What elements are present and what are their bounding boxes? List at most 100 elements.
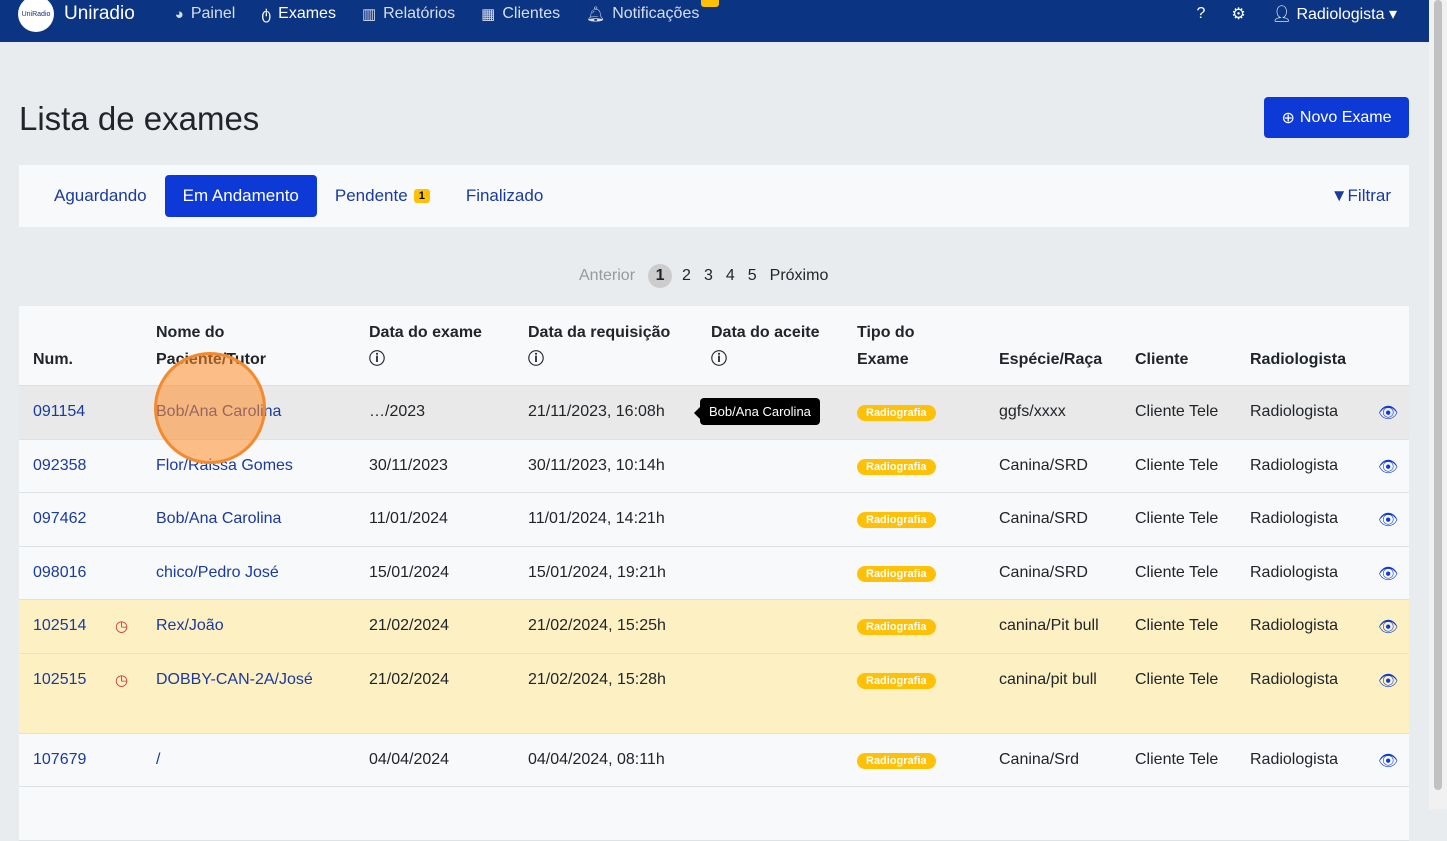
exam-type-badge: Radiografia <box>857 619 936 635</box>
patient-link[interactable]: DOBBY-CAN-2A/José <box>156 670 313 688</box>
page-5[interactable]: 5 <box>747 267 757 284</box>
status-tabs: Aguardando Em Andamento Pendente 1 Finali… <box>19 165 1409 227</box>
exam-number-link[interactable]: 092358 <box>33 456 87 474</box>
info-icon[interactable]: ⓘ <box>369 351 386 368</box>
col-num: Num. <box>33 351 73 368</box>
user-icon: 👤︎ <box>1271 6 1297 23</box>
exam-date: …/2023 <box>369 403 426 420</box>
scrollbar-thumb[interactable] <box>1434 0 1442 790</box>
client: Cliente Tele <box>1135 510 1219 527</box>
eye-icon[interactable]: 👁︎ <box>1378 512 1399 529</box>
new-exam-button[interactable]: ⊕ Novo Exame <box>1264 97 1409 138</box>
client: Cliente Tele <box>1135 456 1219 474</box>
user-menu[interactable]: 👤︎ Radiologista ▾ <box>1271 6 1397 23</box>
filter-button[interactable]: ▼Filtrar <box>1331 186 1391 206</box>
filter-icon: ▼ <box>1330 186 1348 205</box>
radiologist: Radiologista <box>1250 456 1339 474</box>
eye-icon[interactable]: 👁︎ <box>1378 619 1399 636</box>
eye-icon[interactable]: 👁︎ <box>1378 752 1399 770</box>
exam-type-badge: Radiografia <box>857 672 936 689</box>
exam-number-link[interactable]: 102514 <box>33 617 87 634</box>
tab-label: Pendente <box>334 186 408 205</box>
notification-badge <box>701 0 720 7</box>
page-3[interactable]: 3 <box>703 267 713 284</box>
tooltip: Bob/Ana Carolina <box>694 398 820 425</box>
nav-painel[interactable]: ◕ Painel <box>175 5 236 23</box>
bell-icon: 🔔︎ <box>586 6 606 23</box>
exams-table: Num. Nome do Paciente/Tutor Data do exam… <box>19 306 1409 841</box>
exam-number-link[interactable]: 091154 <box>33 403 86 420</box>
radiologist: Radiologista <box>1250 670 1339 688</box>
nav-notificacoes[interactable]: 🔔︎ Notificações <box>586 0 720 23</box>
client: Cliente Tele <box>1135 563 1219 581</box>
exam-date: 15/01/2024 <box>369 563 450 581</box>
exam-type-badge: Radiografia <box>857 512 936 528</box>
next-page[interactable]: Próximo <box>769 267 829 284</box>
request-date: 21/11/2023, 16:08h <box>528 403 665 420</box>
tab-aguardando[interactable]: Aguardando <box>54 186 147 205</box>
filter-label: Filtrar <box>1347 186 1391 205</box>
col-type: Tipo do Exame <box>857 324 915 368</box>
exam-number-link[interactable]: 107679 <box>33 750 87 768</box>
help-icon[interactable]: ? <box>1196 5 1206 22</box>
tab-finalizado[interactable]: Finalizado <box>465 186 544 205</box>
scrollbar[interactable] <box>1429 0 1447 809</box>
radiologist: Radiologista <box>1250 563 1339 581</box>
stethoscope-icon: ტ <box>261 6 272 23</box>
request-date: 21/02/2024, 15:25h <box>528 617 666 634</box>
patient-link[interactable]: Rex/João <box>156 617 224 634</box>
client: Cliente Tele <box>1135 617 1219 634</box>
exam-number-link[interactable]: 097462 <box>33 510 87 527</box>
building-icon: ▦ <box>481 6 496 23</box>
exam-date: 30/11/2023 <box>369 456 448 474</box>
nav-label: Exames <box>278 5 336 22</box>
eye-icon[interactable]: 👁︎ <box>1378 405 1399 422</box>
prev-page: Anterior <box>579 267 636 284</box>
nav-clientes[interactable]: ▦ Clientes <box>481 5 560 23</box>
table-row <box>19 787 1409 841</box>
exam-number-link[interactable]: 098016 <box>33 563 87 581</box>
gear-icon[interactable]: ⚙ <box>1231 6 1246 23</box>
logo[interactable]: UniRadio <box>18 0 54 32</box>
nav-label: Clientes <box>502 5 561 22</box>
request-date: 15/01/2024, 19:21h <box>528 563 666 581</box>
nav-exames[interactable]: ტ Exames <box>261 5 336 23</box>
client: Cliente Tele <box>1135 403 1219 420</box>
tab-em-andamento[interactable]: Em Andamento <box>164 175 317 217</box>
exam-date: 04/04/2024 <box>369 750 450 768</box>
info-icon[interactable]: ⓘ <box>528 351 545 368</box>
table-row: 097462 Bob/Ana Carolina 11/01/2024 11/01… <box>19 493 1409 547</box>
exam-date: 21/02/2024 <box>369 617 450 634</box>
table-body: 091154 Bob/Ana Carolina …/2023 21/11/202… <box>19 386 1409 841</box>
patient-link[interactable]: / <box>156 750 161 768</box>
exam-number-link[interactable]: 102515 <box>33 670 87 688</box>
top-navbar: UniRadio Uniradio ◕ Painel ტ Exames ▥ Relat… <box>0 0 1447 42</box>
eye-icon[interactable]: 👁︎ <box>1378 672 1399 690</box>
clock-icon: ◷ <box>115 671 129 689</box>
patient-link[interactable]: chico/Pedro José <box>156 563 279 581</box>
col-req-date: Data da requisição ⓘ <box>528 319 670 373</box>
exam-type-badge: Radiografia <box>857 405 936 421</box>
table-row: 098016 chico/Pedro José 15/01/2024 15/01… <box>19 547 1409 600</box>
user-name: Radiologista <box>1296 6 1385 23</box>
exam-type-badge: Radiografia <box>857 458 936 475</box>
species: ggfs/xxxx <box>999 403 1066 420</box>
brand[interactable]: Uniradio <box>64 3 135 24</box>
eye-icon[interactable]: 👁︎ <box>1378 458 1399 476</box>
species: Canina/Srd <box>999 750 1080 768</box>
info-icon[interactable]: ⓘ <box>711 351 728 368</box>
clock-icon: ◷ <box>115 618 129 635</box>
col-label: Data do exame <box>369 324 482 341</box>
page-1[interactable]: 1 <box>648 264 673 288</box>
col-client: Cliente <box>1135 351 1189 368</box>
page-2[interactable]: 2 <box>682 267 691 284</box>
patient-link[interactable]: Bob/Ana Carolina <box>156 510 282 527</box>
exam-type-badge: Radiografia <box>857 565 936 582</box>
table-header: Num. Nome do Paciente/Tutor Data do exam… <box>19 306 1409 386</box>
eye-icon[interactable]: 👁︎ <box>1378 565 1399 583</box>
page-4[interactable]: 4 <box>725 267 735 284</box>
col-species: Espécie/Raça <box>999 351 1103 368</box>
table-row: 102515 ◷ DOBBY-CAN-2A/José 21/02/2024 21… <box>19 653 1409 734</box>
tab-pendente[interactable]: Pendente 1 <box>317 175 448 217</box>
nav-relatorios[interactable]: ▥ Relatórios <box>362 5 455 23</box>
